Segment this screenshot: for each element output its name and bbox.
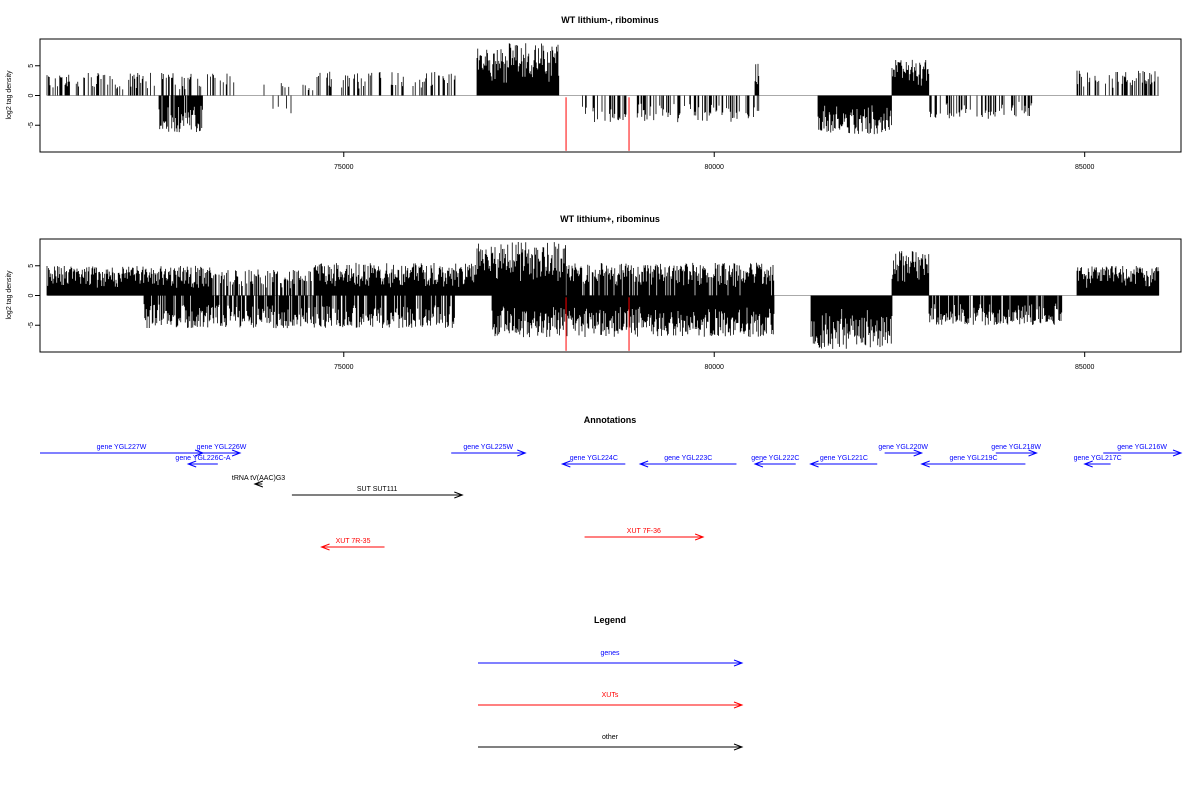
x-tick-label: 80000 bbox=[704, 364, 724, 371]
feature-arrow-13: gene YGL216W bbox=[1103, 444, 1183, 457]
x-tick-label: 75000 bbox=[334, 364, 354, 371]
feature-label: gene YGL227W bbox=[97, 444, 147, 451]
density-bar-series bbox=[46, 242, 1160, 349]
feature-label: gene YGL221C bbox=[820, 455, 868, 462]
x-tick-label: 75000 bbox=[334, 164, 354, 171]
feature-arrow-9: gene YGL220W bbox=[878, 444, 928, 457]
density-plot-lithium-minus: WT lithium-, ribominus log2 tag density … bbox=[6, 15, 1182, 171]
feature-label: gene YGL222C bbox=[751, 455, 799, 462]
plot-title: WT lithium+, ribominus bbox=[560, 214, 660, 224]
x-tick-label: 80000 bbox=[704, 164, 724, 171]
feature-arrow-8: gene YGL221C bbox=[809, 455, 878, 468]
density-plot-lithium-plus: WT lithium+, ribominus log2 tag density … bbox=[6, 214, 1182, 371]
feature-arrow-11: gene YGL218W bbox=[991, 444, 1041, 457]
feature-arrow-7: gene YGL222C bbox=[751, 455, 799, 468]
x-tick-label: 85000 bbox=[1075, 364, 1095, 371]
feature-label: tRNA tV(AAC)G3 bbox=[232, 475, 285, 482]
feature-label: gene YGL226W bbox=[197, 444, 247, 451]
feature-arrow-10: gene YGL219C bbox=[920, 455, 1026, 468]
feature-label: gene YGL219C bbox=[949, 455, 997, 462]
y-tick-label: 5 bbox=[28, 264, 35, 268]
axes: -5 0 5 75000 80000 85000 bbox=[28, 64, 1095, 171]
feature-arrow-5: gene YGL224C bbox=[560, 455, 626, 468]
legend-items: genes XUTs other bbox=[478, 650, 744, 751]
legend-label: XUTs bbox=[602, 692, 619, 699]
y-axis-label: log2 tag density bbox=[6, 70, 13, 120]
feature-arrow-17: XUT 7R-35 bbox=[320, 538, 385, 551]
y-tick-label: -5 bbox=[28, 122, 35, 128]
feature-label: XUT 7R-35 bbox=[336, 538, 371, 545]
axes: -5 0 5 75000 80000 85000 bbox=[28, 264, 1095, 371]
legend: Legend genes XUTs other bbox=[478, 615, 744, 751]
legend-item-genes: genes bbox=[478, 650, 744, 667]
feature-label: gene YGL224C bbox=[570, 455, 618, 462]
density-bars bbox=[46, 43, 1159, 151]
feature-label: gene YGL218W bbox=[991, 444, 1041, 451]
feature-label: gene YGL217C bbox=[1074, 455, 1122, 462]
annotations-title: Annotations bbox=[584, 415, 637, 425]
legend-label: other bbox=[602, 734, 619, 741]
annotation-features: gene YGL227W gene YGL226W gene YGL226C-A ge… bbox=[40, 444, 1183, 551]
feature-arrow-16: XUT 7F-36 bbox=[584, 528, 705, 541]
density-bar-series bbox=[46, 43, 1159, 135]
y-tick-label: 0 bbox=[28, 293, 35, 297]
feature-label: gene YGL220W bbox=[878, 444, 928, 451]
legend-label: genes bbox=[600, 650, 620, 657]
feature-label: SUT SUT111 bbox=[357, 486, 398, 493]
legend-item-other: other bbox=[478, 734, 744, 751]
feature-arrow-14: tRNA tV(AAC)G3 bbox=[232, 475, 285, 488]
x-tick-label: 85000 bbox=[1075, 164, 1095, 171]
feature-arrow-6: gene YGL223C bbox=[638, 455, 737, 468]
feature-label: gene YGL223C bbox=[664, 455, 712, 462]
feature-label: gene YGL225W bbox=[463, 444, 513, 451]
feature-label: gene YGL216W bbox=[1117, 444, 1167, 451]
feature-arrow-15: SUT SUT111 bbox=[291, 486, 464, 499]
feature-arrow-12: gene YGL217C bbox=[1074, 455, 1122, 468]
legend-title: Legend bbox=[594, 615, 626, 625]
plot-title: WT lithium-, ribominus bbox=[561, 15, 659, 25]
feature-label: XUT 7F-36 bbox=[627, 528, 661, 535]
y-tick-label: 0 bbox=[28, 93, 35, 97]
y-tick-label: -5 bbox=[28, 322, 35, 328]
annotations-track: Annotations gene YGL227W gene YGL226Wgene… bbox=[40, 415, 1183, 551]
feature-arrow-3: gene YGL226C-A bbox=[175, 455, 231, 468]
feature-arrow-2: gene YGL226W bbox=[197, 444, 247, 457]
density-bars bbox=[46, 242, 1160, 351]
y-axis-label: log2 tag density bbox=[6, 270, 13, 320]
y-tick-label: 5 bbox=[28, 64, 35, 68]
legend-item-XUTs: XUTs bbox=[478, 692, 744, 709]
feature-arrow-4: gene YGL225W bbox=[451, 444, 527, 457]
feature-label: gene YGL226C-A bbox=[175, 455, 230, 462]
